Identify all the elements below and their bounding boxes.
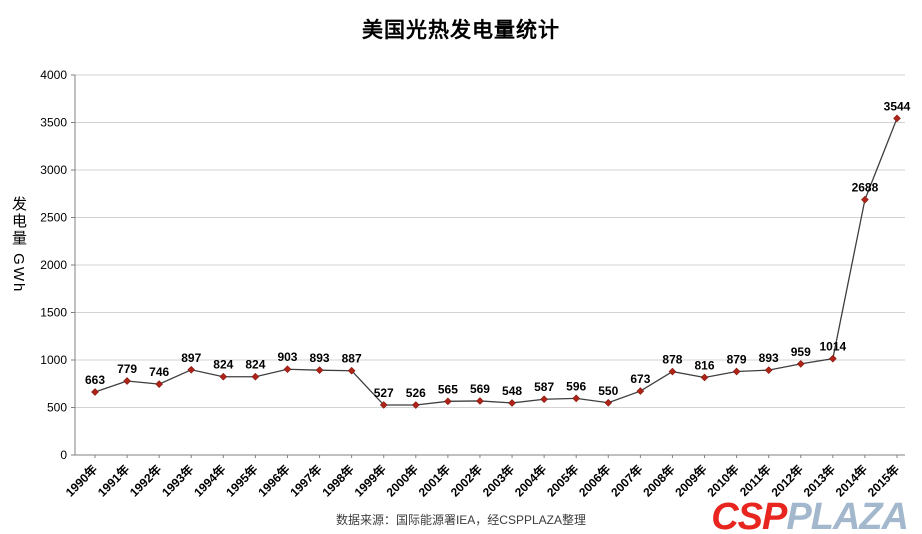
data-label: 816 [695,358,715,372]
data-label: 1014 [819,340,846,354]
chart-title: 美国光热发电量统计 [362,19,560,42]
x-tick-label: 2014年 [832,462,870,500]
data-label: 893 [310,351,330,365]
data-label: 2688 [852,181,879,195]
data-label: 663 [85,373,105,387]
data-point-marker [123,377,131,385]
data-point-marker [187,365,196,374]
x-tick-label: 2010年 [704,462,742,500]
data-label: 596 [566,379,586,393]
x-tick-label: 2001年 [415,462,453,500]
data-label: 893 [759,351,779,365]
data-label: 903 [277,350,297,364]
data-point-marker [861,195,869,204]
data-label: 548 [502,384,522,398]
data-point-marker [893,114,901,123]
logo-text-csp: CSP [711,496,787,534]
data-label: 550 [598,384,618,398]
data-label: 565 [438,382,458,396]
data-point-marker [508,399,516,407]
y-tick-label: 1000 [40,353,67,367]
data-label: 3544 [884,99,911,113]
data-point-marker [476,397,484,405]
x-tick-label: 1992年 [126,462,164,500]
logo-text-plaza: PLAZA [786,496,909,534]
data-point-marker [444,397,452,406]
data-point-marker [700,373,709,382]
data-point-marker [347,366,356,375]
x-tick-label: 2004年 [511,462,549,500]
data-point-marker [604,398,613,407]
data-point-marker [572,394,581,403]
data-label: 897 [181,351,201,365]
x-tick-label: 2015年 [864,462,902,500]
line-chart: 050010001500200025003000350040001990年199… [40,68,911,500]
x-tick-label: 2006年 [575,462,613,500]
cspplaza-logo: CSPPLAZA [711,496,909,534]
x-tick-label: 1999年 [351,462,389,500]
data-label: 824 [213,358,233,372]
x-tick-label: 1991年 [94,462,132,500]
data-point-marker [764,366,773,374]
x-tick-label: 2008年 [640,462,678,500]
series-line [94,118,898,406]
y-tick-label: 3000 [40,163,67,177]
data-point-marker [829,354,837,363]
data-point-marker [540,395,548,404]
x-tick-label: 1998年 [319,462,357,500]
y-tick-label: 4000 [40,68,67,82]
data-label: 887 [342,352,362,366]
data-point-marker [315,366,324,374]
x-tick-label: 2003年 [479,462,517,500]
data-label: 878 [662,353,682,367]
y-tick-label: 1500 [40,306,67,320]
x-tick-label: 1997年 [287,462,325,500]
x-tick-label: 1995年 [223,462,261,500]
data-label: 959 [791,345,811,359]
data-point-marker [636,387,645,395]
data-point-marker [732,367,741,376]
x-tick-label: 1990年 [62,462,100,500]
data-point-marker [219,372,228,381]
data-label: 879 [727,352,747,366]
x-tick-label: 2005年 [543,462,581,500]
x-tick-label: 2007年 [608,462,646,500]
y-tick-label: 2000 [40,258,67,272]
data-point-marker [155,380,163,388]
data-point-marker [379,401,388,409]
data-label: 673 [630,372,650,386]
x-tick-label: 2013年 [800,462,838,500]
data-label: 569 [470,382,490,396]
data-label: 779 [117,362,137,376]
x-tick-label: 2012年 [768,462,806,500]
data-point-marker [251,372,260,381]
x-tick-label: 2000年 [383,462,421,500]
data-point-marker [91,388,99,396]
data-label: 824 [245,358,265,372]
x-tick-label: 2002年 [447,462,485,500]
data-label: 746 [149,365,169,379]
x-tick-label: 2009年 [672,462,710,500]
data-point-marker [283,365,292,374]
x-tick-label: 1994年 [190,462,228,500]
data-label: 526 [406,386,426,400]
x-tick-label: 1993年 [158,462,196,500]
y-tick-label: 2500 [40,211,67,225]
y-tick-label: 0 [60,448,67,462]
data-label: 527 [374,386,394,400]
source-note: 数据来源：国际能源署IEA，经CSPPLAZA整理 [335,513,587,527]
x-tick-label: 2011年 [736,462,774,500]
data-point-marker [411,401,420,409]
y-axis-title: 发电量 GWh [10,196,27,294]
data-point-marker [796,360,805,368]
y-tick-label: 3500 [40,116,67,130]
data-point-marker [668,367,677,376]
data-label: 587 [534,380,554,394]
x-tick-label: 1996年 [255,462,293,500]
y-tick-label: 500 [47,401,67,415]
